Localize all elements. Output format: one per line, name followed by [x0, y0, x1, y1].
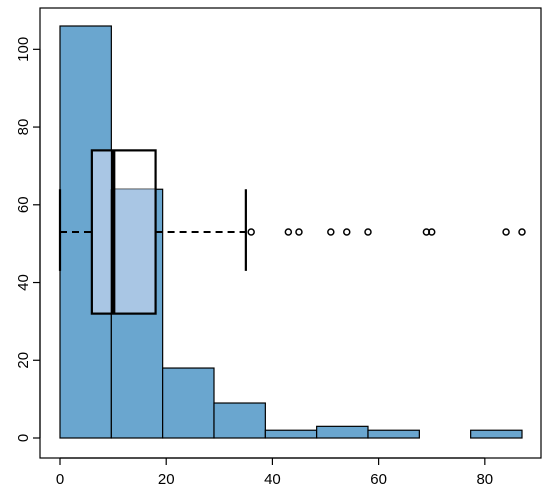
outlier-point-8 [427, 228, 436, 236]
histogram-bar-3 [162, 367, 215, 439]
outlier-point-5 [343, 228, 351, 236]
histogram-bar-7 [367, 429, 420, 439]
histogram-bar-9 [470, 429, 523, 439]
outlier-point-10 [518, 228, 526, 236]
x-tick-label: 20 [158, 471, 175, 488]
y-tick-label: 60 [15, 196, 32, 213]
boxplot [58, 149, 247, 315]
outlier-point-6 [364, 228, 372, 236]
boxplot-outliers [247, 228, 526, 236]
box-bar-overlap-1 [91, 150, 112, 314]
x-tick-label: 80 [476, 471, 493, 488]
outlier-point-9 [502, 228, 510, 236]
histogram-bar-6 [316, 425, 369, 439]
y-tick-label: 20 [15, 352, 32, 369]
outlier-point-4 [327, 228, 335, 236]
outlier-point-3 [295, 228, 303, 236]
box-bar-overlap-2 [111, 189, 156, 314]
y-tick-label: 80 [15, 119, 32, 136]
y-tick-label: 0 [15, 434, 32, 442]
histogram-bar-5 [264, 429, 318, 439]
outlier-point-1 [247, 228, 255, 236]
histogram-bar-4 [213, 402, 266, 439]
outlier-point-2 [284, 228, 293, 236]
y-tick-label: 40 [15, 274, 32, 291]
x-tick-label: 40 [264, 471, 281, 488]
y-tick-label: 100 [15, 37, 32, 62]
x-tick-label: 60 [370, 471, 387, 488]
axes: 0 20 40 60 80 0 20 40 60 80 100 [15, 7, 542, 488]
x-tick-label: 0 [56, 471, 64, 488]
